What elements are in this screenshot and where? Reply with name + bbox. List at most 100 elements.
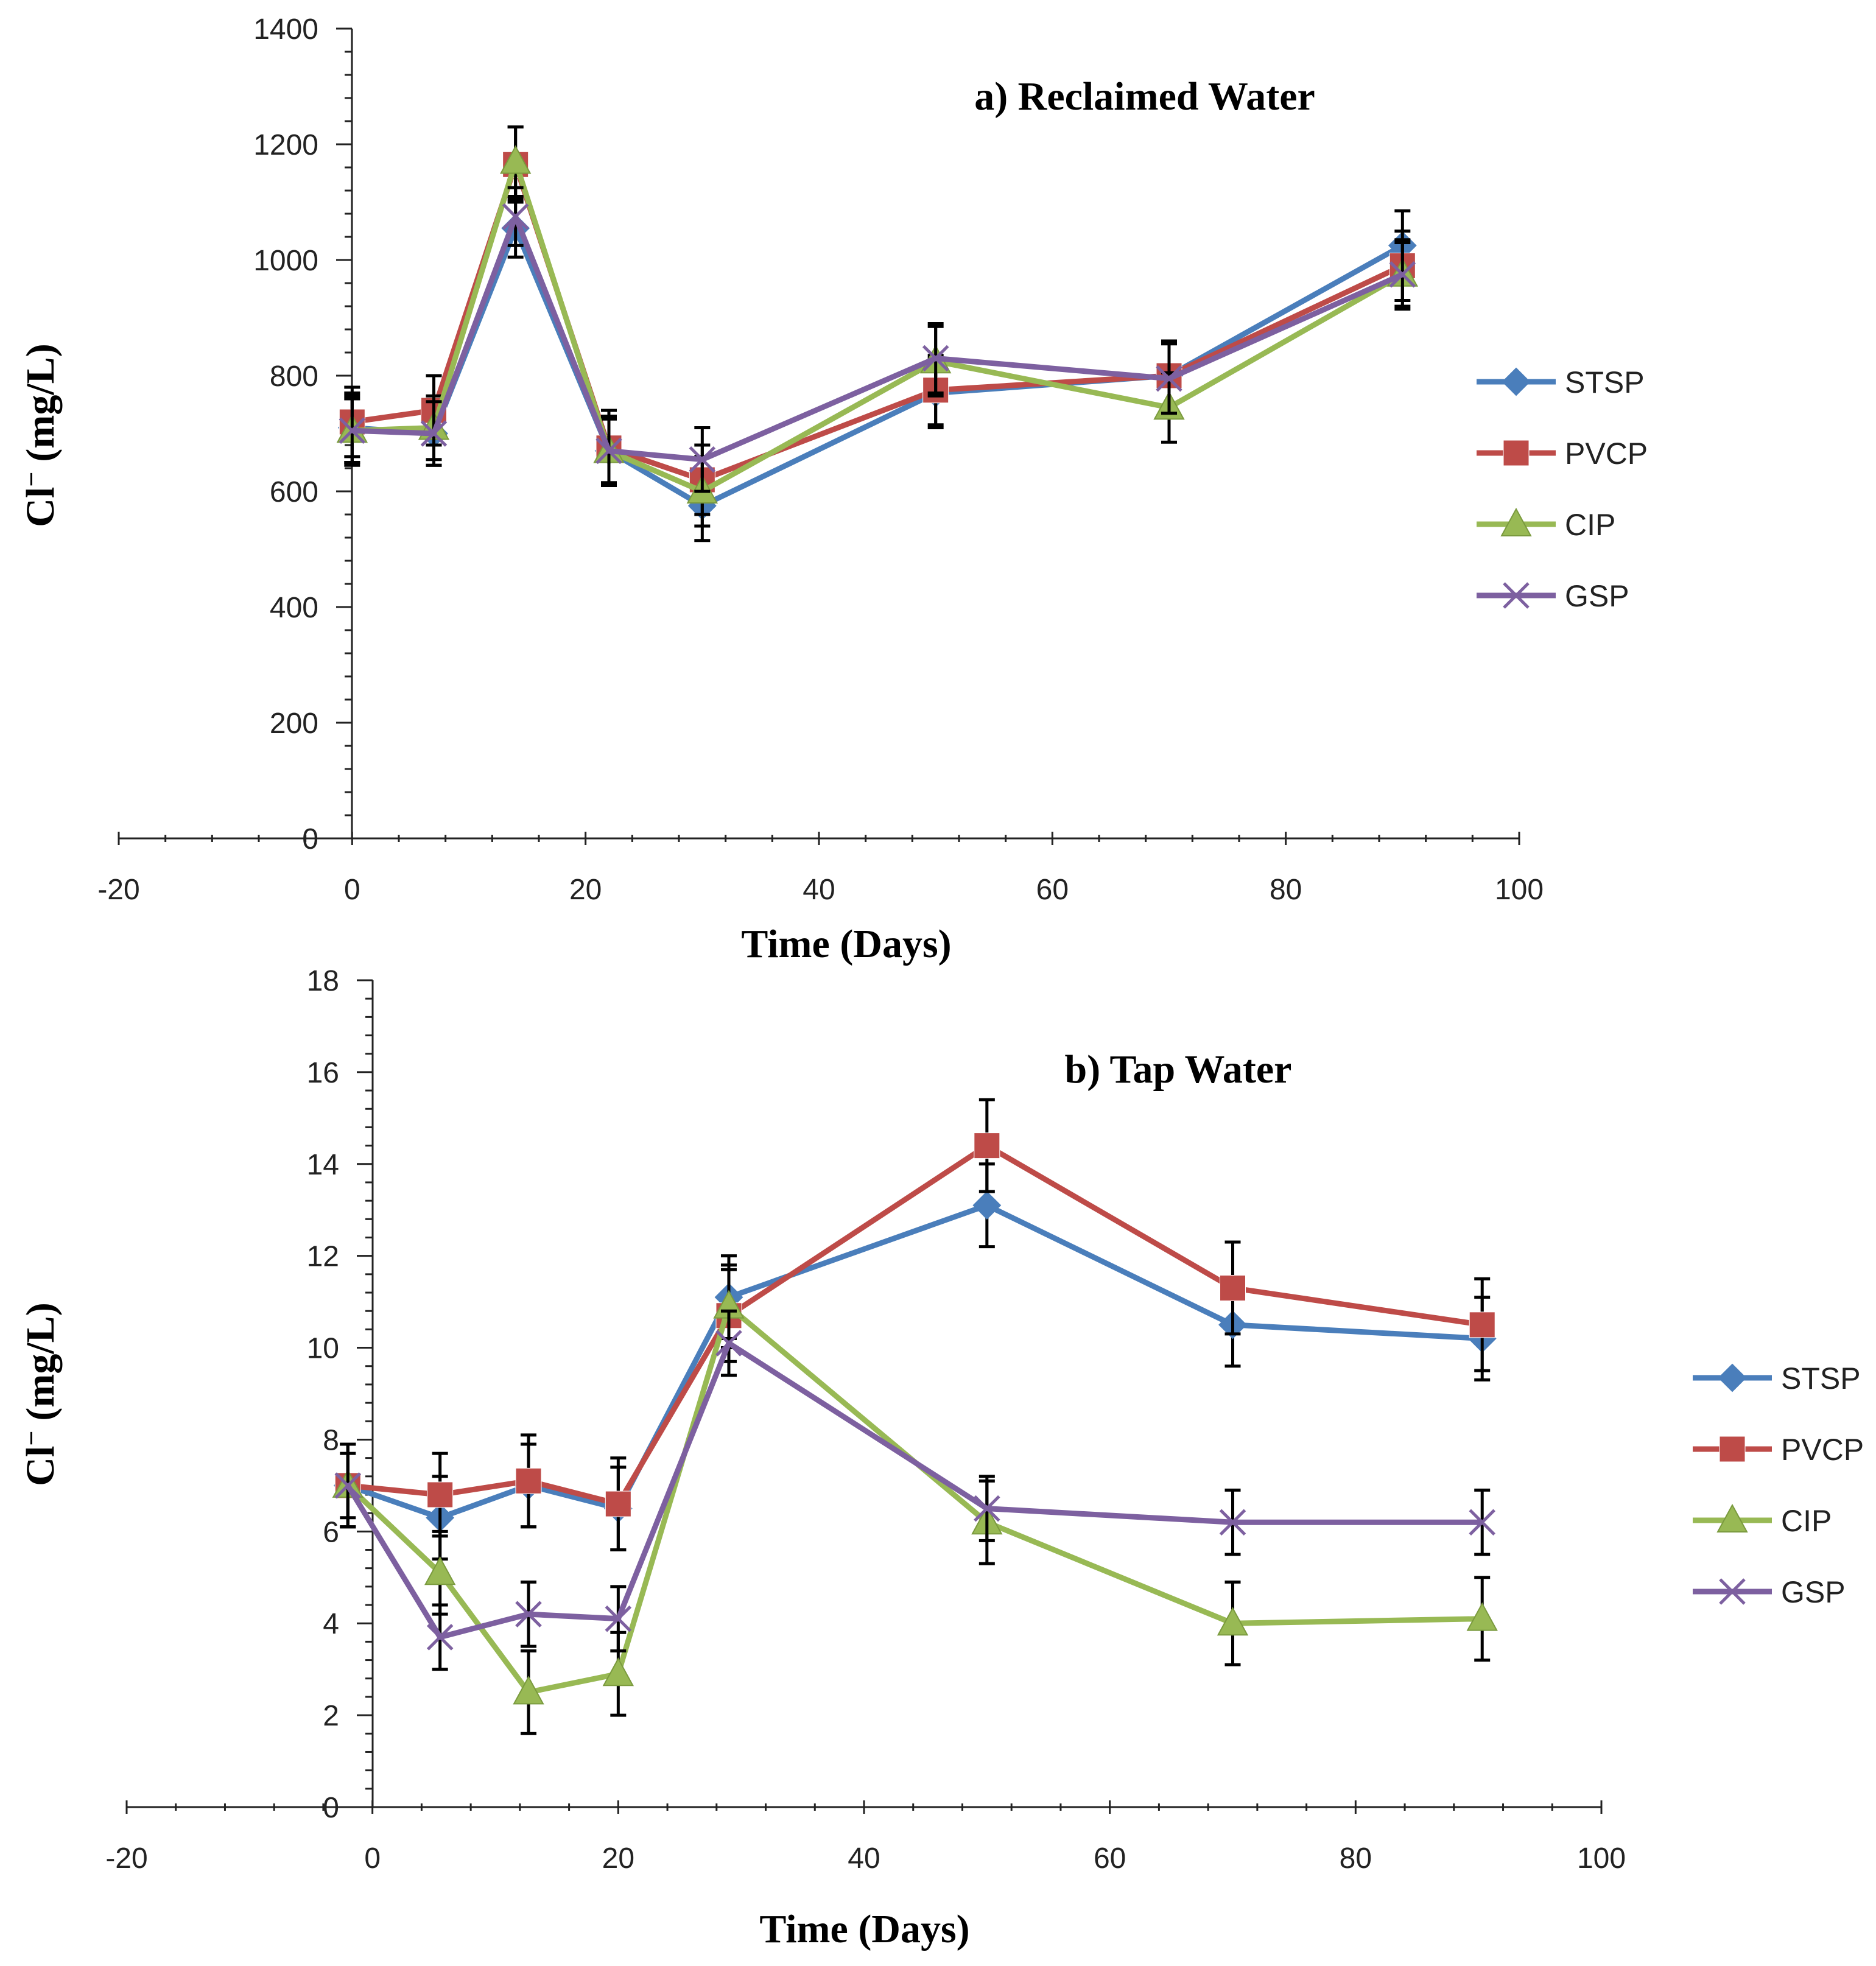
legend-item-cip: CIP	[1477, 507, 1615, 542]
point-gsp	[974, 1495, 1000, 1522]
legend-item-gsp: GSP	[1477, 579, 1629, 613]
legend-marker-cip	[1716, 1503, 1748, 1532]
legend-item-gsp: GSP	[1693, 1575, 1846, 1609]
point-gsp	[1156, 365, 1182, 392]
x-tick-label: 60	[1036, 874, 1069, 906]
point-cip	[1217, 1607, 1249, 1636]
x-tick-label: 100	[1577, 1842, 1626, 1875]
series-stsp	[333, 1162, 1497, 1561]
point-gsp	[502, 203, 529, 230]
x-tick-label: -20	[97, 874, 139, 906]
x-tick-label: 80	[1270, 874, 1302, 906]
y-tick-label: 1400	[253, 13, 318, 46]
point-gsp	[1219, 1509, 1246, 1536]
y-tick-label: 8	[323, 1424, 339, 1456]
legend-marker-pvcp	[1503, 440, 1530, 466]
series-gsp	[334, 1309, 1495, 1671]
x-tick-label: 40	[803, 874, 835, 906]
point-gsp	[334, 1472, 362, 1499]
legend-label: GSP	[1565, 579, 1629, 613]
line-gsp	[345, 1340, 1483, 1640]
point-gsp	[1469, 1509, 1495, 1536]
legend-marker-cip	[1500, 507, 1532, 536]
x-tick-label: 60	[1094, 1842, 1126, 1875]
legend-label: CIP	[1565, 508, 1615, 542]
point-gsp	[922, 345, 949, 372]
point-cip	[1466, 1602, 1498, 1631]
legend-item-stsp: STSP	[1693, 1361, 1861, 1396]
x-tick-label: 20	[602, 1842, 634, 1875]
point-pvcp	[605, 1490, 631, 1517]
legend-label: STSP	[1781, 1361, 1861, 1396]
x-axis-title: Time (Days)	[759, 1907, 969, 1951]
series-cip	[332, 1263, 1498, 1735]
line-cip	[352, 159, 1404, 494]
legend-marker-gsp	[1503, 582, 1530, 609]
point-stsp	[972, 1191, 1002, 1220]
chart-title: b) Tap Water	[1065, 1047, 1292, 1092]
x-tick-label: 100	[1495, 874, 1544, 906]
point-cip	[499, 145, 532, 174]
y-tick-label: 6	[323, 1516, 339, 1548]
y-tick-label: 10	[307, 1333, 339, 1365]
point-gsp	[339, 417, 366, 444]
chart-title: a) Reclaimed Water	[974, 74, 1315, 119]
x-tick-label: 20	[569, 874, 602, 906]
legend-label: CIP	[1781, 1504, 1832, 1538]
y-tick-label: 1200	[253, 129, 318, 161]
point-gsp	[420, 420, 448, 447]
line-gsp	[352, 214, 1404, 463]
y-axis-title-unit: (mg/L)	[18, 1302, 63, 1420]
y-tick-label: 18	[307, 965, 339, 997]
x-axis-title: Time (Days)	[741, 922, 951, 966]
y-tick-label: 12	[307, 1241, 339, 1273]
legend-item-pvcp: PVCP	[1477, 437, 1648, 471]
y-tick-label: 0	[302, 823, 318, 855]
legend-label: PVCP	[1781, 1433, 1864, 1467]
y-axis-title-superscript: −	[16, 1431, 46, 1446]
point-gsp	[426, 1624, 454, 1651]
point-gsp	[689, 446, 716, 473]
point-gsp	[715, 1330, 742, 1357]
y-axis-title: Cl− (mg/L)	[16, 343, 63, 527]
x-tick-label: 0	[364, 1842, 381, 1875]
legend-item-pvcp: PVCP	[1693, 1433, 1864, 1467]
y-tick-label: 2	[323, 1700, 339, 1732]
y-tick-label: 800	[270, 360, 318, 393]
y-tick-label: 400	[270, 592, 318, 624]
y-axis-title-main: Cl	[18, 487, 63, 527]
line-pvcp	[351, 161, 1404, 483]
series-pvcp	[339, 125, 1416, 516]
point-pvcp	[974, 1132, 1000, 1159]
x-tick-label: -20	[105, 1842, 147, 1875]
line-cip	[346, 1304, 1483, 1695]
y-axis-title-main: Cl	[18, 1446, 63, 1486]
point-gsp	[1389, 261, 1416, 288]
legend-item-cip: CIP	[1693, 1503, 1832, 1538]
y-tick-label: 14	[307, 1149, 339, 1181]
y-tick-label: 200	[270, 707, 318, 740]
y-tick-label: 0	[323, 1792, 339, 1824]
legend-marker-stsp	[1502, 367, 1531, 396]
point-cip	[513, 1676, 544, 1705]
y-axis-title-unit: (mg/L)	[18, 343, 63, 462]
point-pvcp	[515, 1467, 542, 1494]
point-gsp	[605, 1605, 632, 1632]
y-axis-title-superscript: −	[16, 472, 46, 487]
series-pvcp	[334, 1098, 1495, 1552]
y-tick-label: 4	[323, 1608, 339, 1640]
point-gsp	[515, 1601, 542, 1627]
line-stsp	[346, 1202, 1483, 1521]
legend-marker-stsp	[1718, 1363, 1747, 1392]
legend-label: GSP	[1781, 1575, 1846, 1609]
point-cip	[424, 1556, 456, 1585]
point-pvcp	[427, 1481, 454, 1508]
series-gsp	[339, 186, 1416, 493]
legend-label: STSP	[1565, 365, 1645, 399]
legend-label: PVCP	[1565, 437, 1648, 471]
x-tick-label: 40	[848, 1842, 880, 1875]
y-tick-label: 16	[307, 1057, 339, 1089]
y-axis-title: Cl− (mg/L)	[16, 1302, 63, 1486]
legend-marker-pvcp	[1719, 1436, 1746, 1462]
